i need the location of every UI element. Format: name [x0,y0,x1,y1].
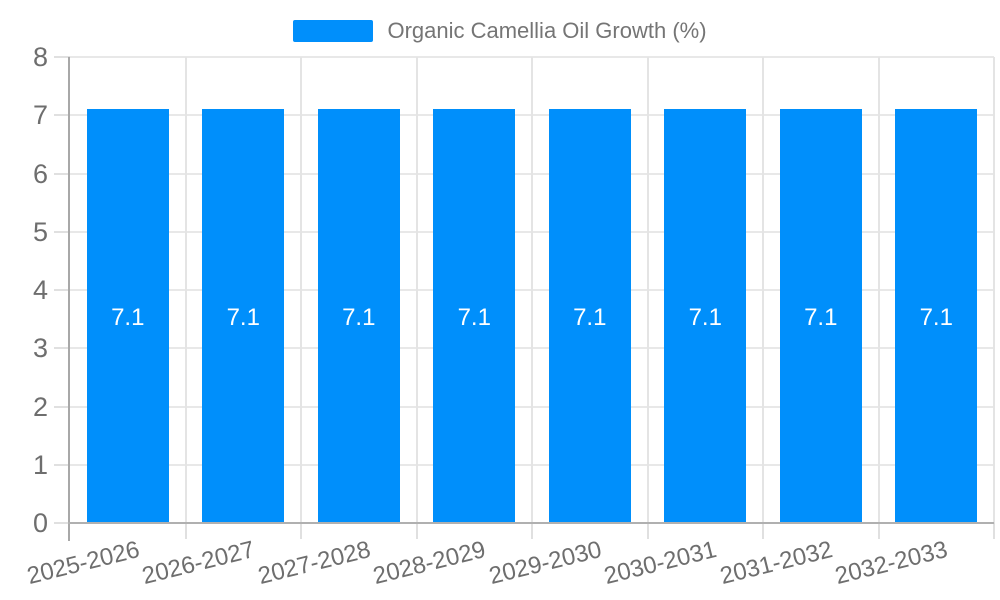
chart-legend: Organic Camellia Oil Growth (%) [0,18,1000,44]
x-tick-label: 2027-2028 [255,536,374,590]
bar[interactable] [317,109,400,522]
x-tick-label: 2032-2033 [832,536,951,590]
bar[interactable] [779,109,862,522]
y-tick-label: 8 [32,42,48,72]
y-tick-label: 3 [32,333,48,364]
x-tick-label: 2025-2026 [24,536,143,590]
bar-value-label: 7.1 [919,304,953,332]
v-gridline [993,57,995,523]
x-tick-label: 2026-2027 [139,536,258,590]
bar-value-label: 7.1 [111,304,145,332]
x-axis-tick [993,523,995,539]
y-tick-label: 7 [32,100,48,131]
y-axis-tick [54,522,70,524]
y-axis-tick [54,405,70,408]
v-gridline [184,57,187,523]
v-gridline [531,57,533,523]
bar[interactable] [86,109,169,522]
x-axis-tick [184,523,187,539]
x-axis-tick [415,523,418,539]
bar-value-label: 7.1 [457,304,491,332]
x-axis-tick [877,523,880,539]
y-axis-tick [54,56,70,58]
y-tick-label: 2 [32,391,48,422]
bar-value-label: 7.1 [804,304,838,332]
y-axis-line [68,57,70,541]
x-tick-label: 2029-2030 [486,536,605,590]
legend-label: Organic Camellia Oil Growth (%) [387,18,707,43]
y-tick-label: 1 [32,449,48,480]
x-axis-tick [762,523,764,539]
y-tick-label: 5 [32,216,48,247]
x-tick-label: 2031-2032 [717,536,836,590]
y-axis-tick [54,230,70,233]
v-gridline [300,57,302,523]
v-gridline [877,57,880,523]
legend-swatch-icon [293,20,374,42]
legend-item[interactable]: Organic Camellia Oil Growth (%) [293,18,707,44]
x-tick-label: 2028-2029 [370,536,489,590]
y-axis-tick [54,463,70,466]
x-axis-tick [646,523,649,539]
v-gridline [762,57,764,523]
bar[interactable] [202,109,285,522]
y-tick-label: 4 [32,275,48,305]
x-tick-label: 2030-2031 [601,536,720,590]
y-tick-label: 6 [32,158,48,189]
v-gridline [415,57,418,523]
bar[interactable] [433,109,516,522]
y-axis-tick [54,289,70,291]
v-gridline [646,57,649,523]
x-axis-line [68,522,994,524]
y-axis-tick [54,172,70,175]
bar[interactable] [664,109,747,522]
bar-value-label: 7.1 [342,304,376,332]
bar-value-label: 7.1 [688,304,722,332]
x-axis-tick [531,523,533,539]
bar[interactable] [895,109,978,522]
x-axis-tick [300,523,302,539]
bar-value-label: 7.1 [226,304,260,332]
bar[interactable] [548,109,631,522]
y-tick-label: 0 [32,508,48,538]
y-axis-tick [54,114,70,117]
bar-value-label: 7.1 [573,304,607,332]
y-axis-tick [54,347,70,350]
